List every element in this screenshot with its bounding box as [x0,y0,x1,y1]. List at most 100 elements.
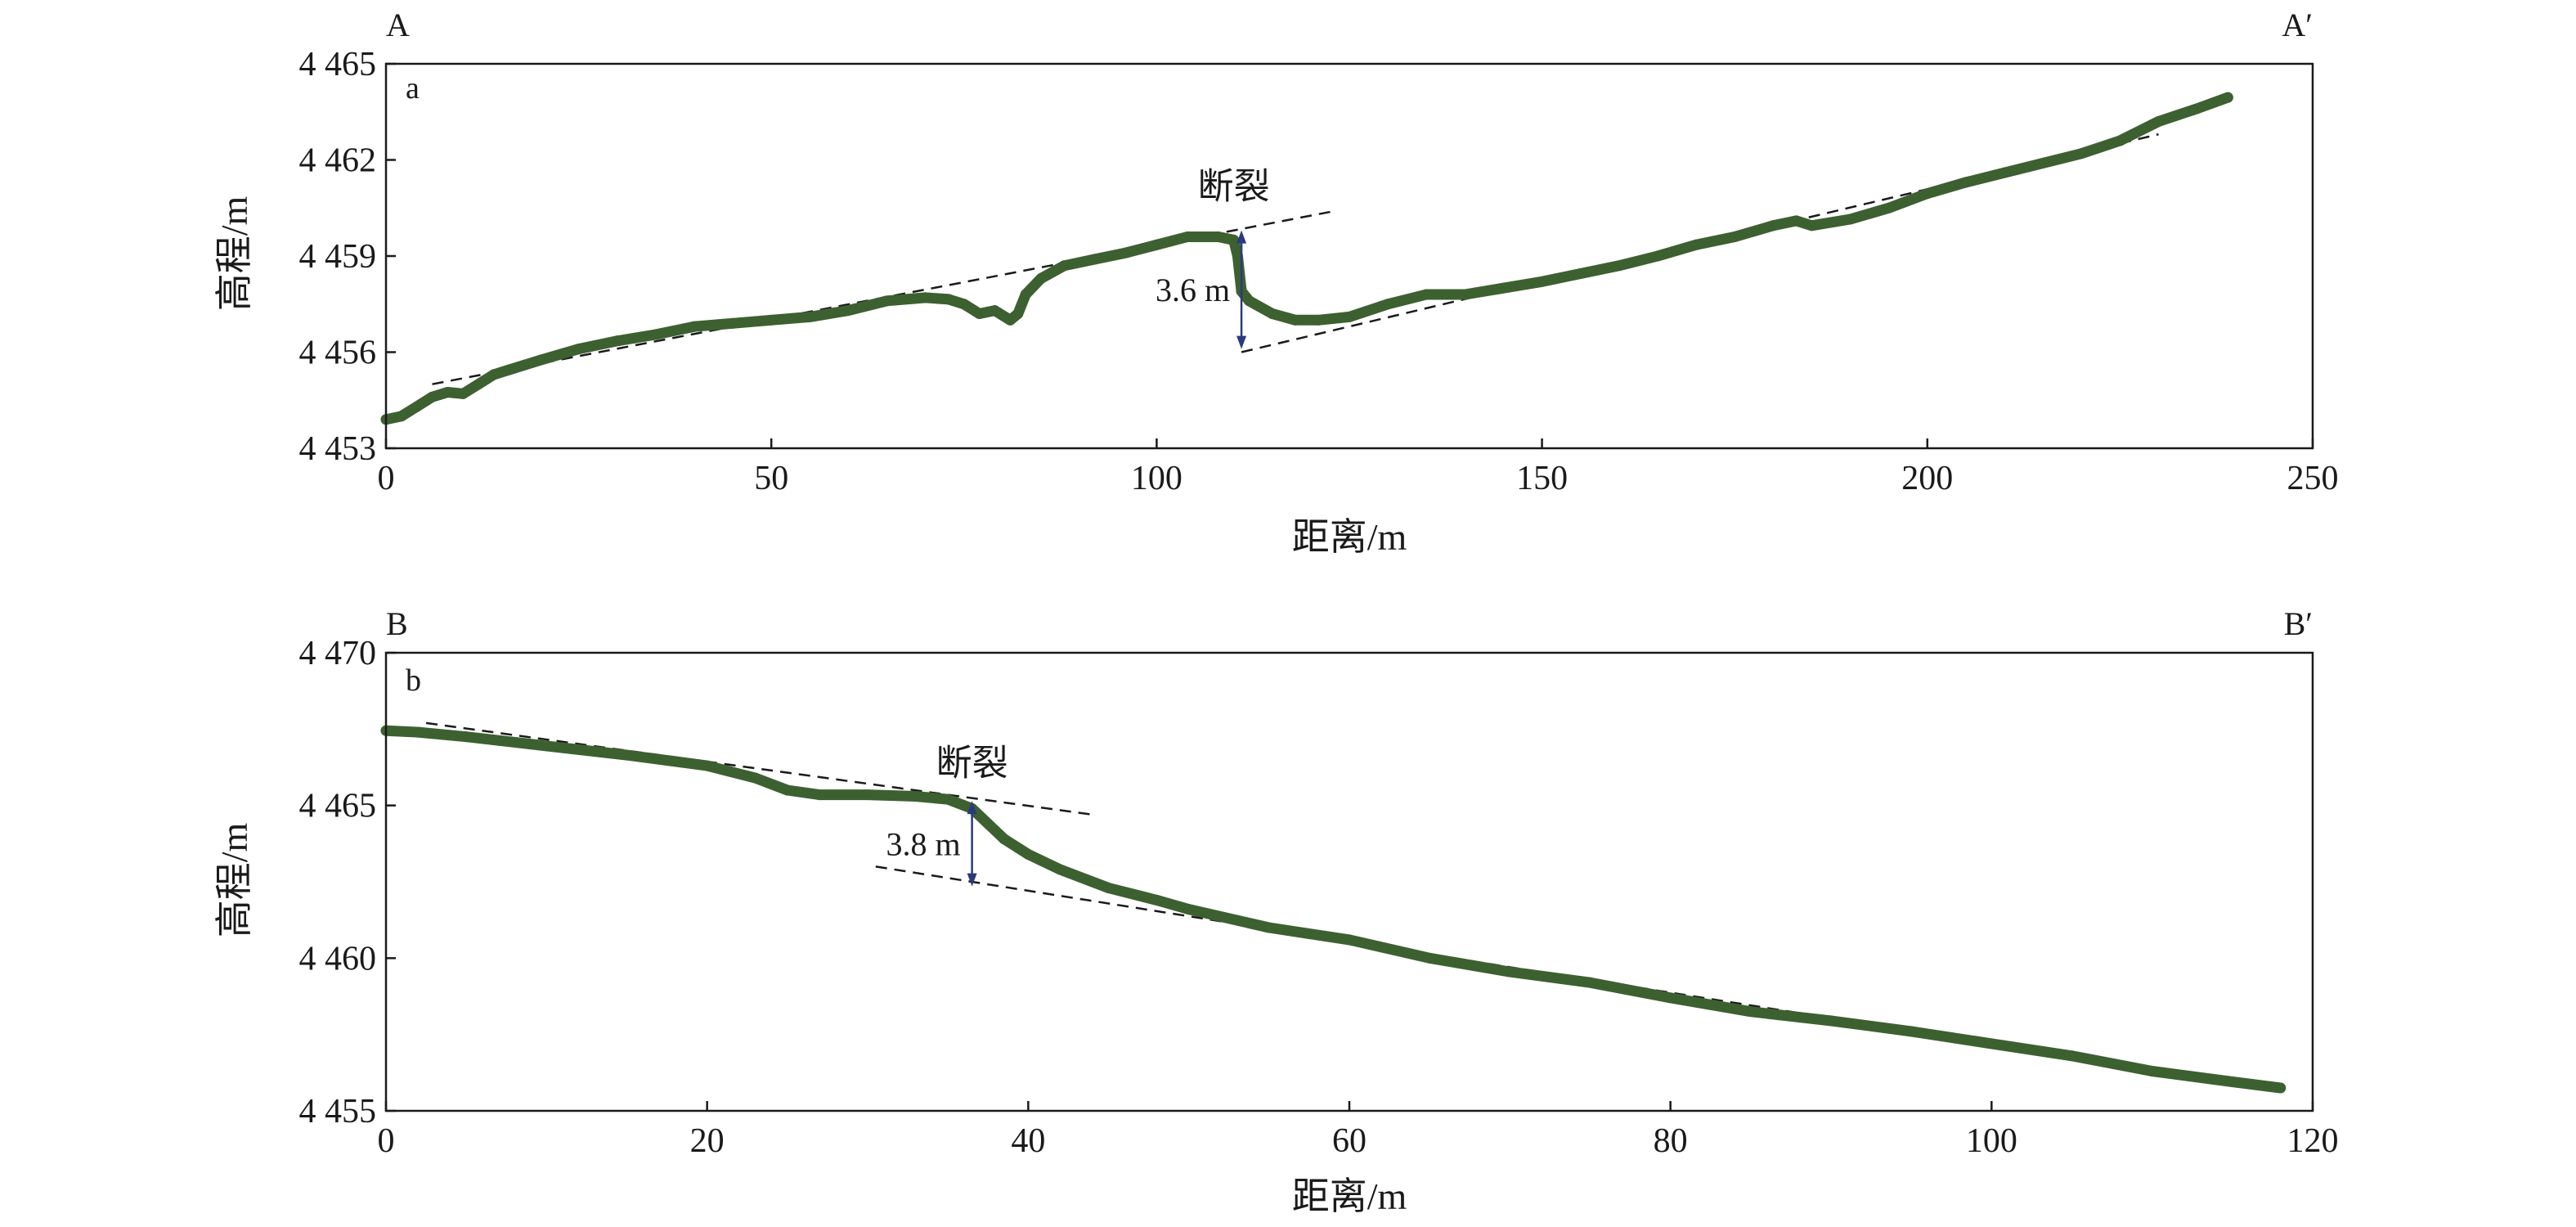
profile-point [982,818,994,829]
profile-point [989,305,1000,317]
x-tick-label: 20 [690,1122,725,1160]
x-tick-label: 50 [754,460,788,497]
profile-point [1213,231,1224,242]
x-tick-label: 0 [378,460,395,497]
x-tick-label: 120 [2287,1122,2339,1160]
profile-point [1960,177,1972,188]
profile-point [1344,311,1355,322]
profile-end-label: A′ [2282,7,2313,43]
x-tick-label: 100 [1966,1122,2017,1160]
offset-arrow-head [967,873,977,887]
profile-point [396,411,407,422]
x-tick-label: 250 [2287,460,2339,497]
x-tick-label: 80 [1654,1122,1688,1160]
profile-point [1228,234,1240,245]
profile-point [1905,1026,1917,1037]
y-axis-title: 高程/m [213,196,255,312]
profile-panel-a: A A′ a 高程/m 距离/m 0 50 100 150 200 250 4 4534 … [213,7,2339,558]
y-axis-title: 高程/m [213,823,255,938]
profile-point [1267,308,1278,319]
plot-area: 3.8 m 断裂 [380,721,2287,1094]
profile-point [650,329,662,340]
profile-point [1103,882,1114,893]
x-axis-title: 距离/m [1292,516,1407,558]
fault-label: 断裂 [936,743,1008,783]
profile-point [1020,289,1031,300]
profile-point [958,299,970,310]
profile-point [1652,250,1663,262]
offset-label: 3.8 m [886,825,960,862]
profile-point [882,295,893,307]
profile-point [1022,848,1034,860]
y-tick-label: 4 453 [299,430,377,468]
profile-point [1825,1015,1837,1027]
profile-point [750,772,761,784]
profile-point [1883,202,1895,213]
profile-point [910,790,922,802]
plot-frame [384,62,2314,450]
profile-point [1058,260,1070,272]
profile-point [488,369,500,380]
profile-point [2222,92,2233,103]
profile-point [519,359,531,371]
profile-point [541,740,552,752]
profile-point [1424,952,1435,964]
profile-point [1745,1006,1757,1018]
profile-point [2275,1082,2287,1094]
profile-point [1575,268,1586,280]
y-tick-label: 4 470 [299,635,377,672]
profile-point [1420,289,1432,300]
y-tick-label: 4 465 [299,46,377,83]
profile-point [1120,247,1132,258]
profile-point [1004,314,1016,326]
profile-point [1497,282,1509,294]
y-tick-label: 4 459 [299,238,377,276]
profile-point [942,793,954,805]
profile-point [1313,314,1324,326]
profile-point [1729,231,1740,242]
profile-point [1182,231,1193,242]
profile-point [1613,260,1625,272]
x-axis-ticks: 0 50 100 150 200 250 [378,438,2339,497]
profile-point [1089,254,1101,265]
profile-point [1585,977,1595,988]
profile-point [2067,1050,2077,1062]
profile-point [1035,272,1047,284]
profile-point [1151,239,1162,250]
offset-arrow-head [1236,335,1247,349]
profile-point [2192,103,2203,115]
profile-point [412,726,424,738]
panel-letter: a [406,71,420,106]
y-tick-label: 4 462 [299,142,377,180]
profile-point [1232,250,1243,262]
profile-point [804,311,815,322]
profile-point [427,391,438,402]
profile-point [1504,966,1515,978]
x-tick-label: 60 [1332,1122,1367,1160]
profile-point [727,317,738,329]
y-tick-label: 4 465 [299,788,377,825]
profile-point [612,335,623,347]
profile-point [473,379,484,390]
profile-point [1791,215,1802,227]
profile-point [814,789,825,801]
profile-point [1290,314,1301,326]
profile-point [1922,188,1933,200]
profile-point [1243,295,1254,307]
x-tick-label: 200 [1901,460,1953,497]
profile-point [1665,992,1676,1004]
profile-point [862,789,873,801]
profile-point [2114,135,2125,146]
profile-point [1263,922,1275,933]
profile-point [460,731,472,743]
x-tick-label: 100 [1131,460,1183,497]
profile-point [573,344,585,355]
profile-point [1055,864,1066,875]
fault-label: 断裂 [1198,167,1270,207]
plot-frame [384,651,2314,1112]
profile-point [782,784,793,796]
profile-point [2076,148,2087,160]
elevation-profile-line [380,725,2287,1094]
plot-area: 3.6 m 断裂 [380,92,2233,425]
